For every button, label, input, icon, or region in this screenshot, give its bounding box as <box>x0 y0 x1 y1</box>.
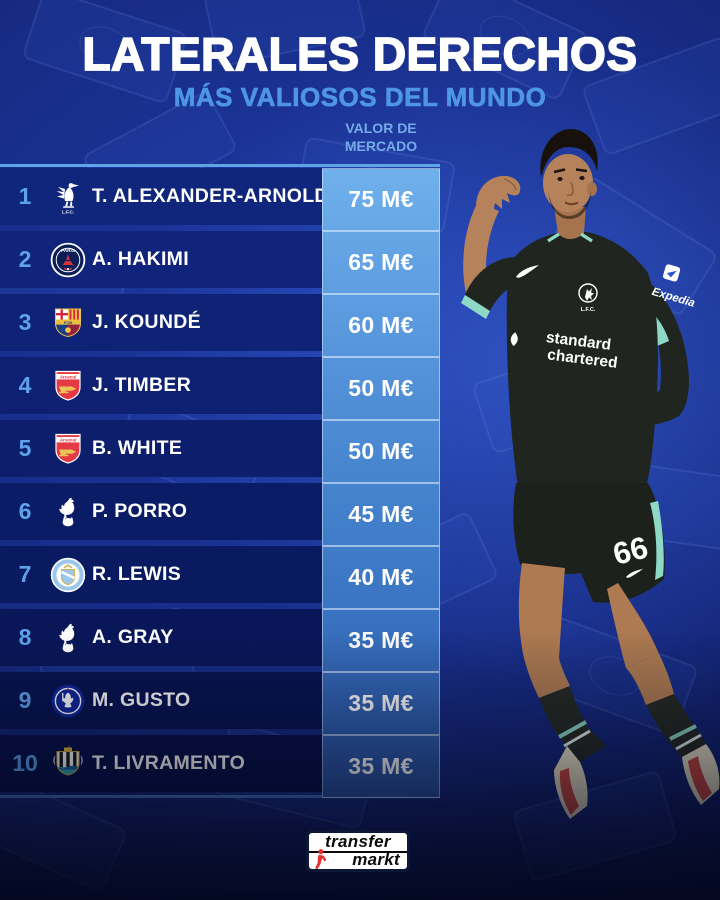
rank-label: 2 <box>18 246 32 272</box>
transfermarkt-player-icon <box>315 849 327 869</box>
svg-text:L.F.C.: L.F.C. <box>581 307 596 313</box>
newcastle-crest-icon <box>50 746 88 782</box>
rank-label: 5 <box>18 435 32 461</box>
rank-label: 9 <box>18 687 32 713</box>
chelsea-crest-icon <box>50 683 88 719</box>
barcelona-crest-icon <box>50 305 88 341</box>
player-photo-illustration: L.F.C. standard chartered Expedia 66 <box>461 129 720 819</box>
transfermarkt-logo-line2: markt <box>352 850 400 869</box>
transfermarkt-logo: transfer markt <box>306 830 410 872</box>
liverpool-crest-icon <box>50 179 88 215</box>
arsenal-crest-icon <box>50 368 88 404</box>
psg-crest-icon <box>50 242 88 278</box>
rank-label: 3 <box>18 309 32 335</box>
man-city-crest-icon <box>50 556 88 593</box>
rank-label: 10 <box>12 750 38 776</box>
rank-label: 1 <box>18 183 32 209</box>
rank-label: 8 <box>18 624 32 650</box>
tottenham-crest-icon <box>50 620 88 656</box>
arsenal-crest-icon <box>50 431 88 467</box>
page-title: LATERALES DERECHOS <box>82 27 638 81</box>
rank-label: 4 <box>18 372 32 398</box>
rank-label: 7 <box>18 561 32 587</box>
rank-label: 6 <box>18 498 32 524</box>
tottenham-crest-icon <box>50 494 88 530</box>
list-top-rule <box>0 164 440 167</box>
